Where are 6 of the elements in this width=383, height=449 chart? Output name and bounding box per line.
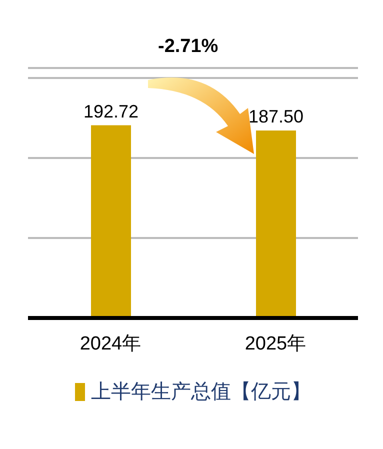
legend-label: 上半年生产总值【亿元】 xyxy=(91,378,311,405)
text: -2.71% xyxy=(158,36,218,58)
x-tick-label: 2025年 xyxy=(244,333,306,354)
data-label: 187.50 xyxy=(248,106,304,126)
x-tick-label: 2024年 xyxy=(80,333,142,354)
data-label: 192.72 xyxy=(83,101,139,122)
